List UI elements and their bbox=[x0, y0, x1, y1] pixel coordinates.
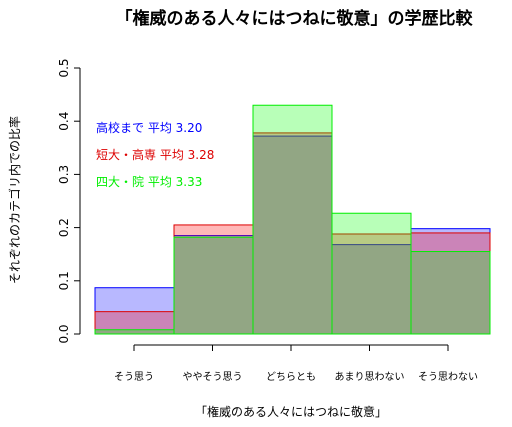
bar-series-0-cat-0 bbox=[94, 287, 175, 335]
bar-series-2-cat-4 bbox=[410, 251, 491, 335]
bar-series-2-cat-3 bbox=[331, 212, 412, 335]
bars-group bbox=[94, 104, 491, 335]
y-tick-label-1: 0.1 bbox=[57, 271, 71, 290]
chart-title: 「権威のある人々にはつねに敬意」の学歴比較 bbox=[116, 8, 474, 29]
bar-series-1-cat-2 bbox=[252, 132, 333, 335]
x-tick-label-0: そう思う bbox=[114, 371, 154, 383]
y-tick-label-5: 0.5 bbox=[57, 58, 71, 77]
y-axis: 0.0 0.1 0.2 0.3 0.4 0.5 bbox=[57, 58, 80, 344]
bar-series-0-cat-2 bbox=[252, 135, 333, 335]
bar-series-2-cat-1 bbox=[173, 236, 254, 335]
x-tick-label-3: あまり思わない bbox=[335, 371, 405, 383]
bar-series-0-cat-1 bbox=[173, 235, 254, 335]
legend-entry-0: 高校まで 平均 3.20 bbox=[96, 120, 202, 135]
legend: 高校まで 平均 3.20 短大・高専 平均 3.28 四大・院 平均 3.33 bbox=[96, 120, 214, 189]
bar-series-2-cat-2 bbox=[252, 104, 333, 335]
x-tick-label-4: そう思わない bbox=[418, 371, 478, 383]
bar-series-0-cat-4 bbox=[410, 228, 491, 335]
x-tick-label-1: ややそう思う bbox=[183, 371, 243, 383]
legend-series-name-0: 高校まで bbox=[96, 120, 148, 135]
legend-series-average-2: 平均 3.33 bbox=[148, 175, 203, 189]
x-tick-label-2: どちらとも bbox=[266, 371, 316, 383]
x-axis-label: 「権威のある人々にはつねに敬意」 bbox=[195, 404, 387, 419]
bar-series-0-cat-3 bbox=[331, 244, 412, 335]
y-tick-label-4: 0.4 bbox=[57, 112, 71, 131]
legend-entry-1: 短大・高専 平均 3.28 bbox=[96, 147, 214, 162]
bar-series-2-cat-0 bbox=[94, 329, 175, 335]
y-tick-label-2: 0.2 bbox=[57, 218, 71, 237]
y-tick-label-3: 0.3 bbox=[57, 165, 71, 184]
legend-entry-2: 四大・院 平均 3.33 bbox=[96, 175, 202, 189]
x-axis: そう思う ややそう思う どちらとも あまり思わない そう思わない bbox=[114, 345, 478, 383]
y-tick-label-0: 0.0 bbox=[57, 324, 71, 343]
legend-series-average-0: 平均 3.20 bbox=[148, 121, 203, 135]
legend-series-name-2: 四大・院 bbox=[96, 175, 148, 189]
legend-series-name-1: 短大・高専 bbox=[96, 147, 160, 162]
y-axis-label: それぞれのカテゴリ内での比率 bbox=[7, 116, 22, 284]
legend-series-average-1: 平均 3.28 bbox=[160, 148, 215, 162]
